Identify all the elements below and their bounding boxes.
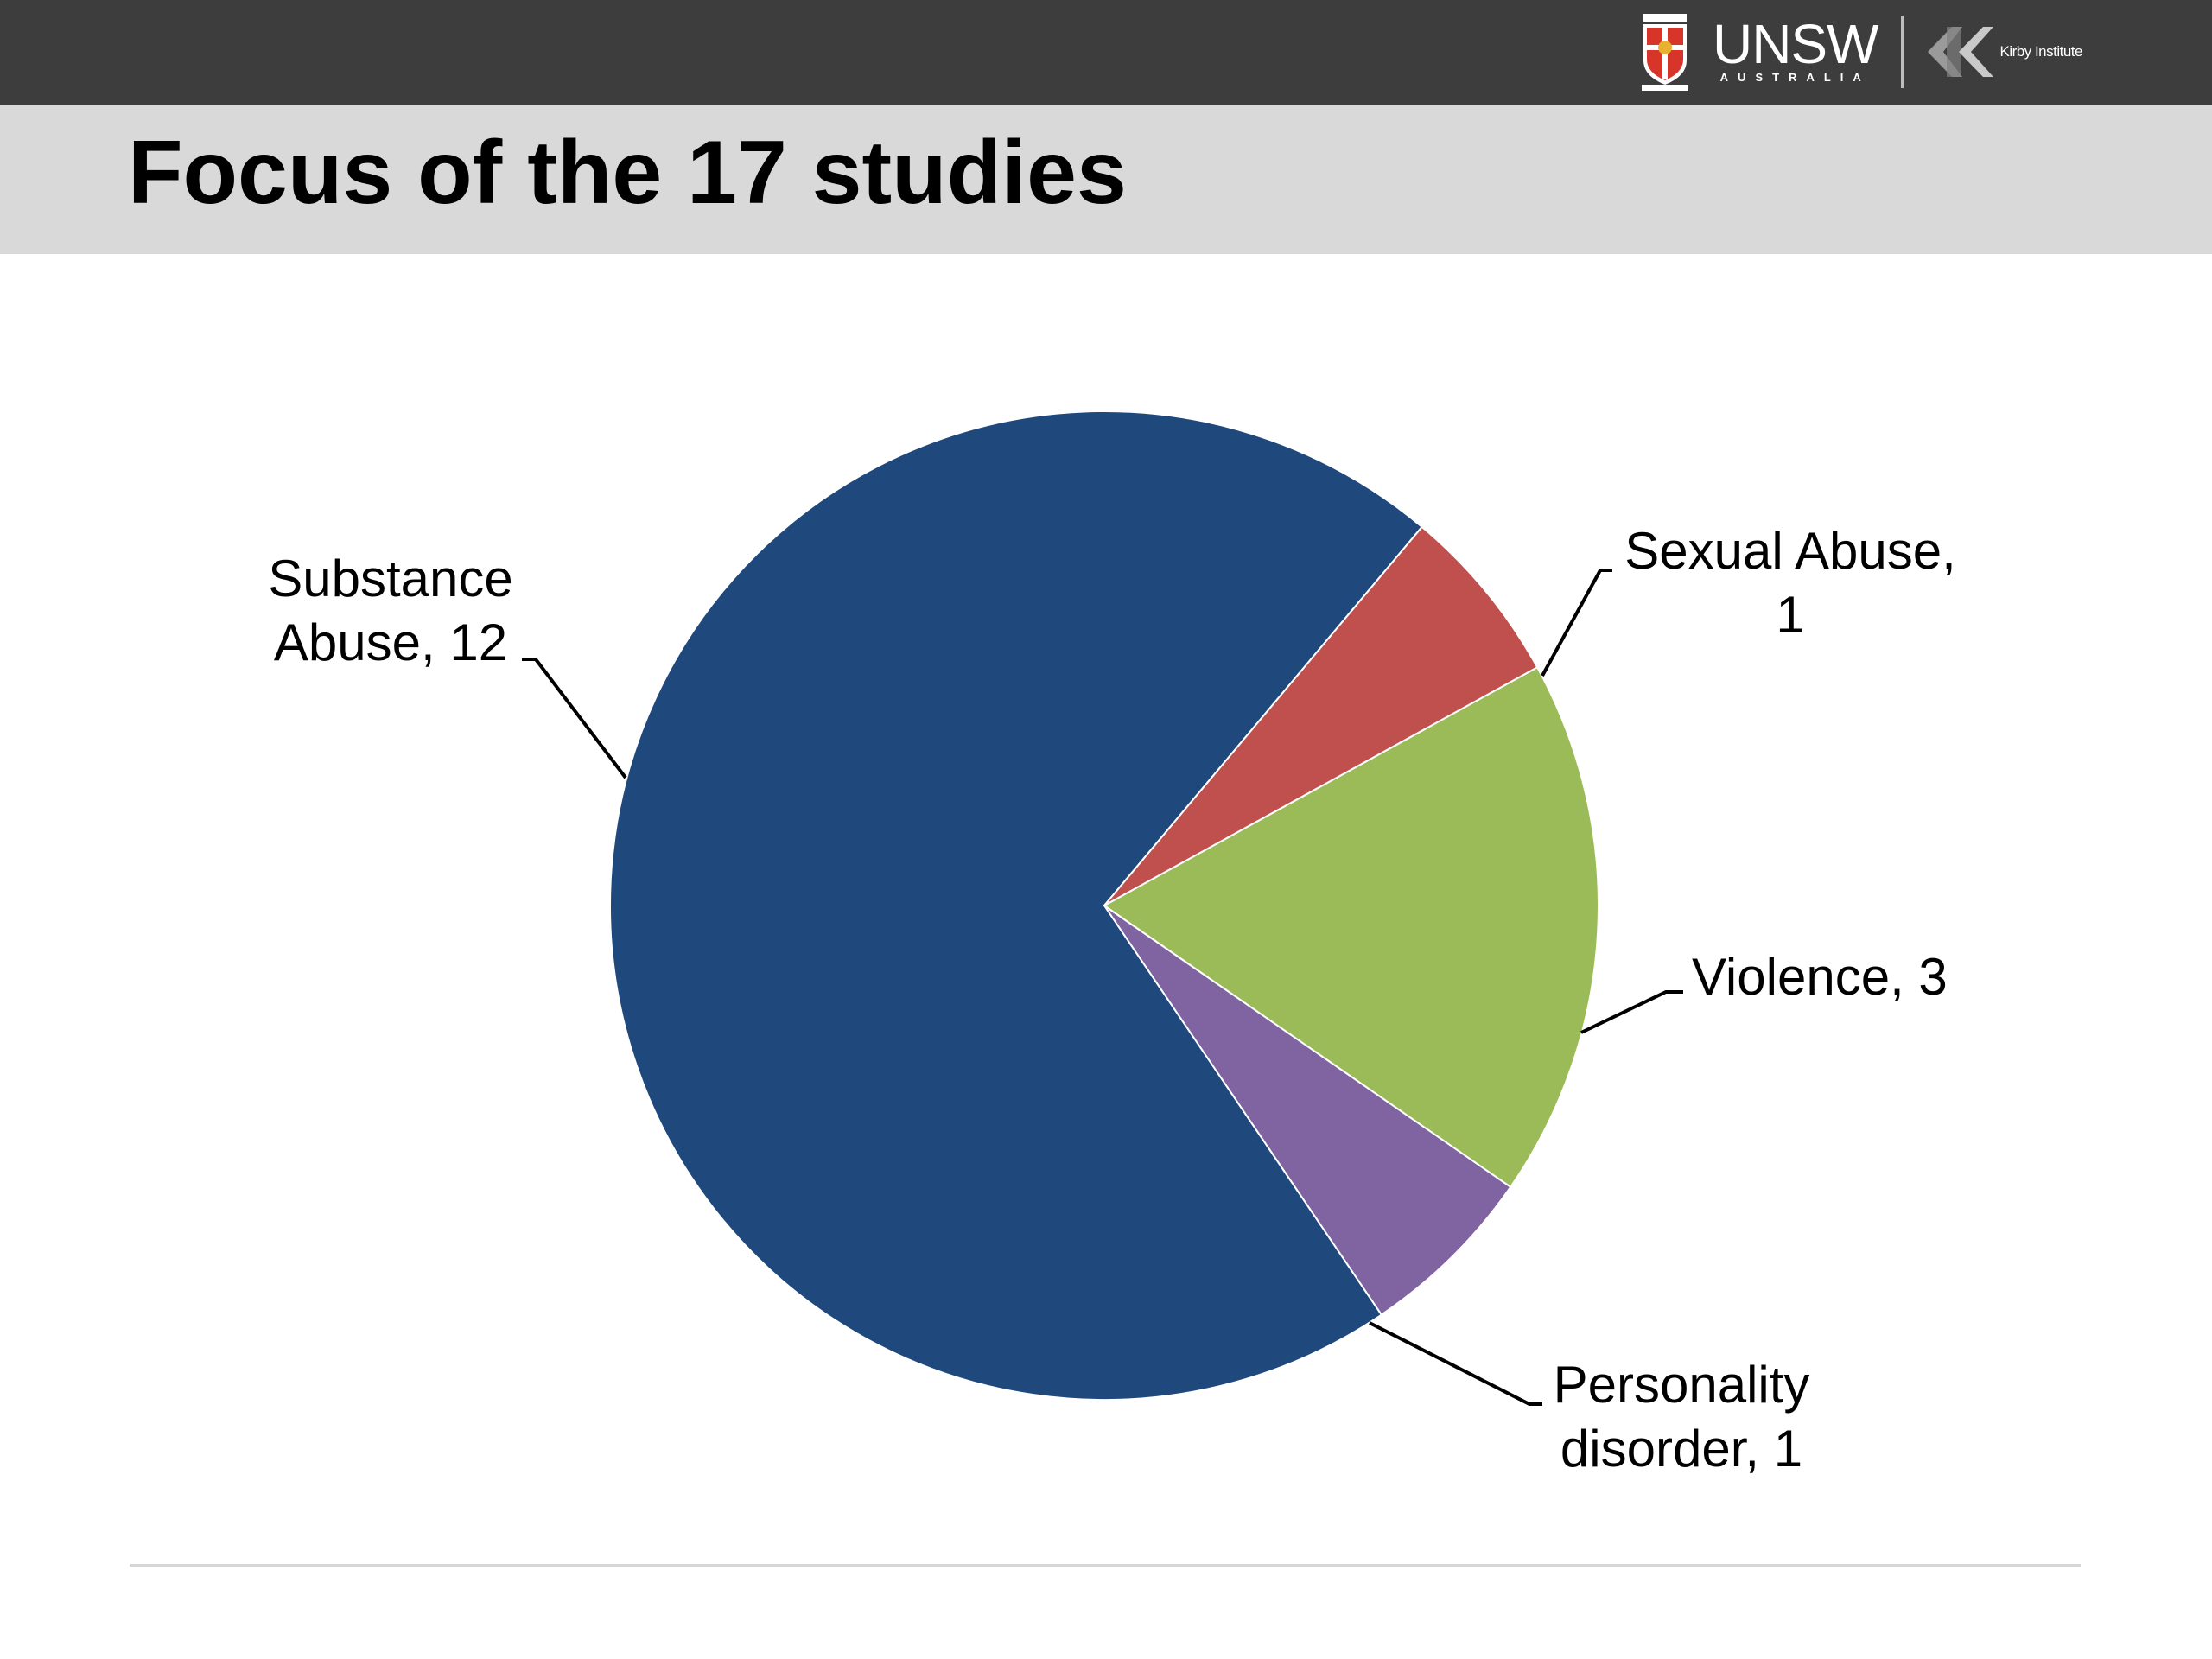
data-label-personality-disorder: Personality disorder, 1	[1554, 1356, 1810, 1478]
footer-divider	[130, 1564, 2081, 1567]
leader-line-personality-disorder	[1369, 1321, 1542, 1406]
pie-slice-violence	[1103, 665, 1599, 1189]
leader-line-substance-abuse	[522, 658, 627, 779]
slice-layer	[609, 410, 1599, 1401]
slide-title: Focus of the 17 studies	[128, 123, 1127, 223]
data-label-sexual-abuse: Sexual Abuse, 1	[1624, 522, 1956, 644]
label-layer: Substance Abuse, 12 Personality disorder, 1…	[268, 522, 1956, 1478]
top-bar: UNSW AUSTRALIA Kirby Institute	[0, 0, 2212, 105]
kirby-wordmark: Kirby Institute	[1999, 43, 2083, 60]
leader-layer	[522, 569, 1683, 1406]
data-label-violence: Violence, 3	[1692, 948, 1948, 1006]
unsw-subtext: AUSTRALIA	[1719, 71, 1871, 84]
kirby-k-icon	[1927, 27, 1993, 77]
logo-divider	[1900, 16, 1904, 88]
pie-slice-sexual-abuse	[1103, 525, 1539, 906]
unsw-logo: UNSW AUSTRALIA	[1712, 13, 1879, 85]
data-label-substance-abuse: Substance Abuse, 12	[268, 550, 513, 671]
pie-slice-substance-abuse	[609, 410, 1424, 1401]
unsw-wordmark: UNSW	[1712, 13, 1879, 75]
kirby-logo: Kirby Institute	[1926, 23, 2083, 80]
title-bar	[0, 105, 2212, 254]
logo-group: UNSW AUSTRALIA Kirby Institute	[1640, 12, 2082, 92]
leader-line-sexual-abuse	[1541, 569, 1612, 677]
unsw-crest-icon	[1641, 14, 1688, 91]
pie-slice-personality-disorder	[1103, 905, 1512, 1316]
leader-line-violence	[1580, 990, 1683, 1034]
